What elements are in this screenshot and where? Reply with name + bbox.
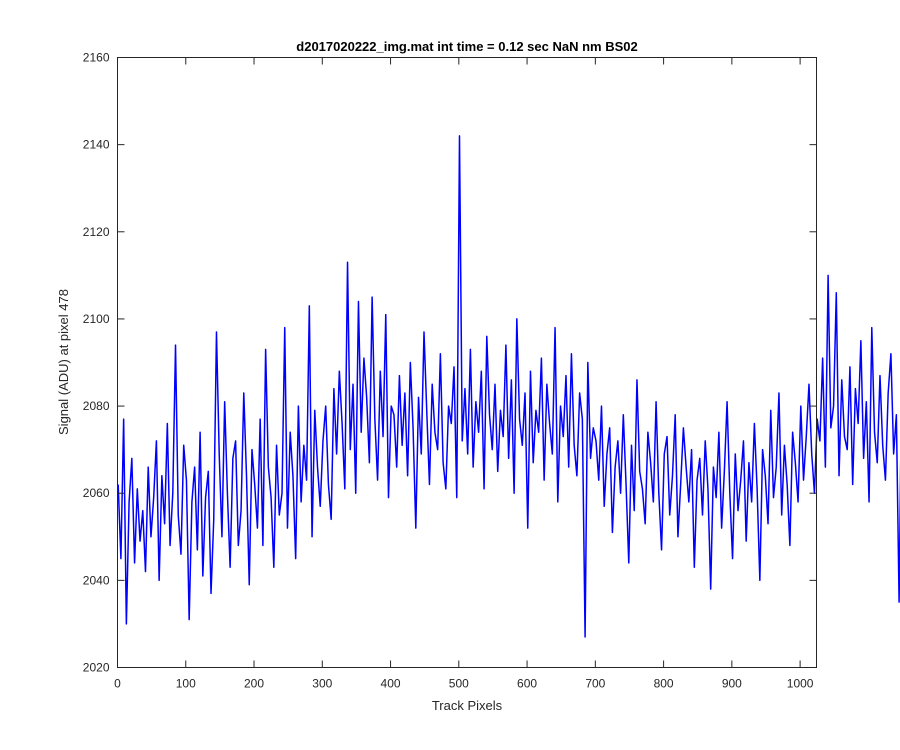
y-tick-label: 2140	[83, 138, 110, 152]
x-tick-label: 300	[312, 677, 332, 691]
y-tick-label: 2060	[83, 486, 110, 500]
chart-title: d2017020222_img.mat int time = 0.12 sec …	[296, 39, 637, 54]
x-tick-label: 400	[381, 677, 401, 691]
plot-frame	[117, 57, 817, 668]
plot-area	[117, 57, 817, 668]
x-tick-label: 900	[722, 677, 742, 691]
x-axis-label: Track Pixels	[432, 698, 503, 713]
x-axis-ticks: 0 100 200 300 400 500 600 700 800 900 1000	[114, 57, 814, 691]
y-axis-label: Signal (ADU) at pixel 478	[56, 289, 71, 435]
x-tick-label: 0	[114, 677, 121, 691]
x-tick-label: 100	[176, 677, 196, 691]
x-tick-label: 800	[654, 677, 674, 691]
y-tick-label: 2120	[83, 225, 110, 239]
y-tick-label: 2080	[83, 399, 110, 413]
y-tick-label: 2020	[83, 661, 110, 675]
x-tick-label: 1000	[787, 677, 814, 691]
x-tick-label: 600	[517, 677, 537, 691]
x-tick-label: 200	[244, 677, 264, 691]
y-tick-label: 2160	[83, 51, 110, 65]
x-tick-label: 500	[449, 677, 469, 691]
y-tick-label: 2100	[83, 312, 110, 326]
y-axis-ticks: 2020 2040 2060 2080 2100 2120 2140 2160	[83, 51, 817, 675]
y-tick-label: 2040	[83, 573, 110, 587]
x-tick-label: 700	[585, 677, 605, 691]
